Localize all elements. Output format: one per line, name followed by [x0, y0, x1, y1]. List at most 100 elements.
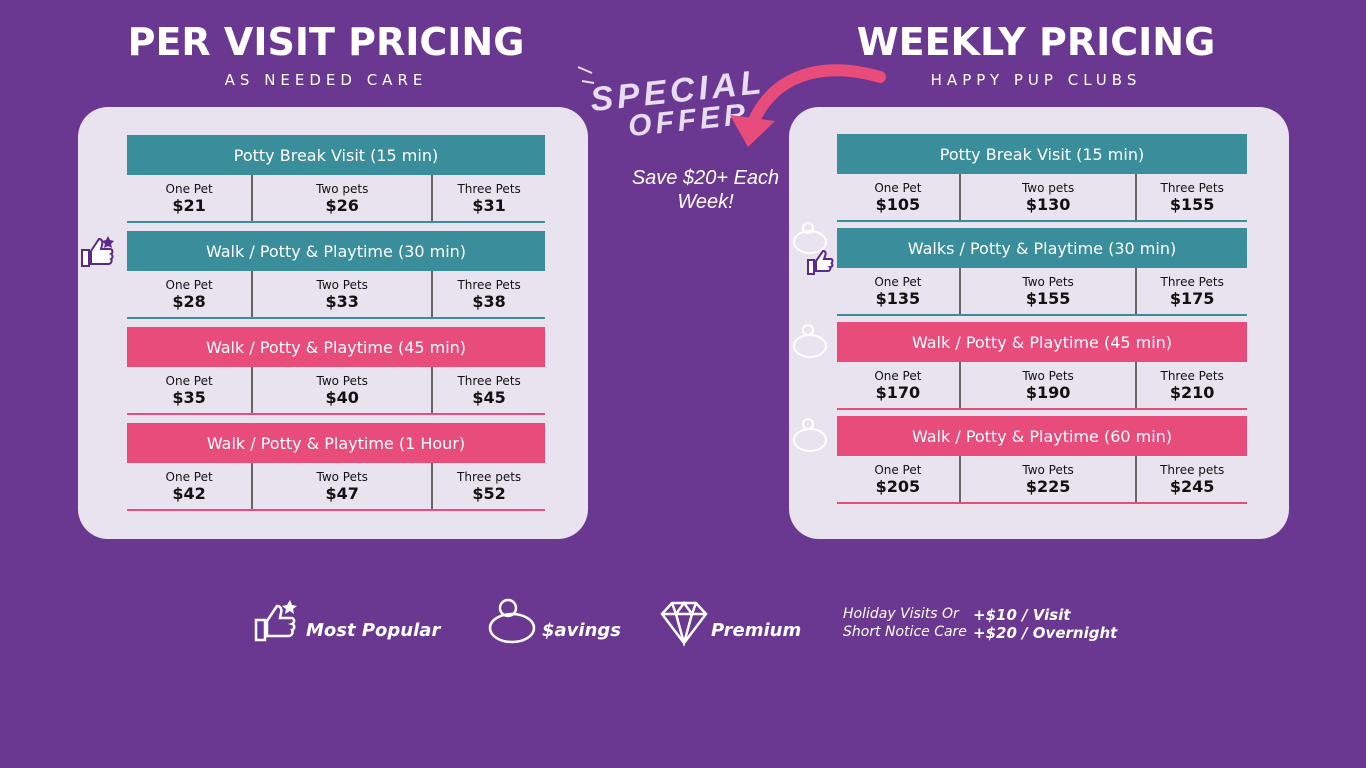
section-heading: Walks / Potty & Playtime (30 min)	[837, 228, 1247, 268]
popular-icon	[81, 236, 114, 267]
price-section: Walk / Potty & Playtime (30 min) One Pet $…	[127, 231, 545, 319]
price: $205	[875, 476, 921, 496]
price-section: Walk / Potty & Playtime (1 Hour) One Pet $…	[127, 423, 545, 511]
price-cell: Three pets $245	[1137, 456, 1247, 502]
extra-label: Short Notice Care	[843, 624, 967, 640]
pet-count: One Pet	[165, 277, 213, 292]
right-title: WEEKLY PRICING	[856, 20, 1216, 64]
pet-count: Three Pets	[1160, 368, 1224, 383]
price-cell: One Pet $205	[837, 456, 961, 502]
price-cell: Three Pets $31	[433, 175, 545, 221]
pet-count: One Pet	[874, 180, 922, 195]
price: $225	[1025, 476, 1071, 496]
price: $130	[1025, 194, 1071, 214]
price-cell: One Pet $105	[837, 174, 961, 220]
section-heading: Walk / Potty & Playtime (45 min)	[127, 327, 545, 367]
pet-count: Two pets	[316, 181, 369, 196]
price-cell: One Pet $170	[837, 362, 961, 408]
extra-price: +$10 / Visit	[973, 606, 1071, 624]
price: $35	[172, 387, 206, 407]
legend-premium-icon	[660, 600, 708, 646]
offer-note: Save $20+ Each Week!	[631, 167, 780, 213]
price: $245	[1169, 476, 1215, 496]
pet-count: Three Pets	[457, 277, 521, 292]
price-cell: One Pet $42	[127, 463, 254, 509]
price: $52	[472, 483, 506, 503]
price-cell: Three Pets $210	[1137, 362, 1247, 408]
price-section: Walks / Potty & Playtime (30 min) One Pet…	[837, 228, 1247, 316]
pet-count: Two Pets	[1022, 368, 1074, 383]
price-cell: Three Pets $45	[433, 367, 545, 413]
left-subtitle: AS NEEDED CARE	[224, 71, 428, 89]
price: $210	[1169, 382, 1215, 402]
pet-count: One Pet	[165, 181, 213, 196]
left-title: PER VISIT PRICING	[127, 20, 525, 64]
right-subtitle: HAPPY PUP CLUBS	[930, 71, 1142, 89]
offer-arrow	[577, 64, 886, 147]
price-row: One Pet $42 Two Pets $47 Three pets $52	[127, 463, 545, 511]
left-panel	[78, 107, 588, 539]
price-cell: One Pet $21	[127, 175, 254, 221]
price-row: One Pet $35 Two Pets $40 Three Pets $45	[127, 367, 545, 415]
price-cell: Two Pets $40	[253, 367, 434, 413]
pet-count: Three pets	[457, 469, 522, 484]
price: $170	[875, 382, 921, 402]
price: $155	[1025, 288, 1071, 308]
extra-price: +$20 / Overnight	[973, 624, 1118, 642]
section-heading: Walk / Potty & Playtime (45 min)	[837, 322, 1247, 362]
price: $190	[1025, 382, 1071, 402]
pet-count: One Pet	[874, 462, 922, 477]
pet-count: Three Pets	[1160, 274, 1224, 289]
pet-count: Three Pets	[457, 181, 521, 196]
price-row: One Pet $21 Two pets $26 Three Pets $31	[127, 175, 545, 223]
price: $40	[325, 387, 359, 407]
legend-popular-icon	[254, 600, 297, 642]
pet-count: Two Pets	[1022, 274, 1074, 289]
price-section: Potty Break Visit (15 min) One Pet $105 Two…	[837, 134, 1247, 222]
section-heading: Potty Break Visit (15 min)	[127, 135, 545, 175]
price: $45	[472, 387, 506, 407]
price-cell: Two Pets $155	[961, 268, 1138, 314]
pet-count: One Pet	[165, 469, 213, 484]
legend-premium: Premium	[711, 620, 802, 641]
section-heading: Walk / Potty & Playtime (60 min)	[837, 416, 1247, 456]
price-row: One Pet $135 Two Pets $155 Three Pets $175	[837, 268, 1247, 316]
price: $47	[325, 483, 359, 503]
price-cell: Two Pets $190	[961, 362, 1138, 408]
savings-popular-icons	[793, 222, 834, 275]
price-cell: Three Pets $38	[433, 271, 545, 317]
legend-savings-icon	[488, 598, 536, 644]
price-section: Walk / Potty & Playtime (45 min) One Pet $…	[127, 327, 545, 415]
price-cell: Three pets $52	[433, 463, 545, 509]
section-heading: Walk / Potty & Playtime (1 Hour)	[127, 423, 545, 463]
price-cell: Three Pets $175	[1137, 268, 1247, 314]
pet-count: One Pet	[874, 368, 922, 383]
pet-count: Two Pets	[316, 373, 368, 388]
pet-count: Two pets	[1021, 180, 1075, 195]
pet-count: Two Pets	[316, 277, 368, 292]
price-row: One Pet $28 Two Pets $33 Three Pets $38	[127, 271, 545, 319]
pet-count: One Pet	[165, 373, 213, 388]
section-heading: Walk / Potty & Playtime (30 min)	[127, 231, 545, 271]
pet-count: Two Pets	[316, 469, 368, 484]
price-section: Walk / Potty & Playtime (60 min) One Pet $…	[837, 416, 1247, 504]
price: $38	[472, 291, 506, 311]
price-row: One Pet $105 Two pets $130 Three Pets $155	[837, 174, 1247, 222]
price-cell: Three Pets $155	[1137, 174, 1247, 220]
price: $28	[172, 291, 206, 311]
pet-count: One Pet	[874, 274, 922, 289]
price: $175	[1169, 288, 1215, 308]
price: $21	[172, 195, 206, 215]
price-cell: Two Pets $47	[253, 463, 434, 509]
section-heading: Potty Break Visit (15 min)	[837, 134, 1247, 174]
pet-count: Three Pets	[1160, 180, 1224, 195]
price: $26	[325, 195, 359, 215]
pet-count: Three pets	[1160, 462, 1225, 477]
savings-icon	[793, 324, 827, 358]
legend-savings: $avings	[542, 620, 621, 641]
price: $33	[325, 291, 359, 311]
price-cell: Two Pets $225	[961, 456, 1138, 502]
savings-icon	[793, 418, 827, 452]
pet-count: Three Pets	[457, 373, 521, 388]
